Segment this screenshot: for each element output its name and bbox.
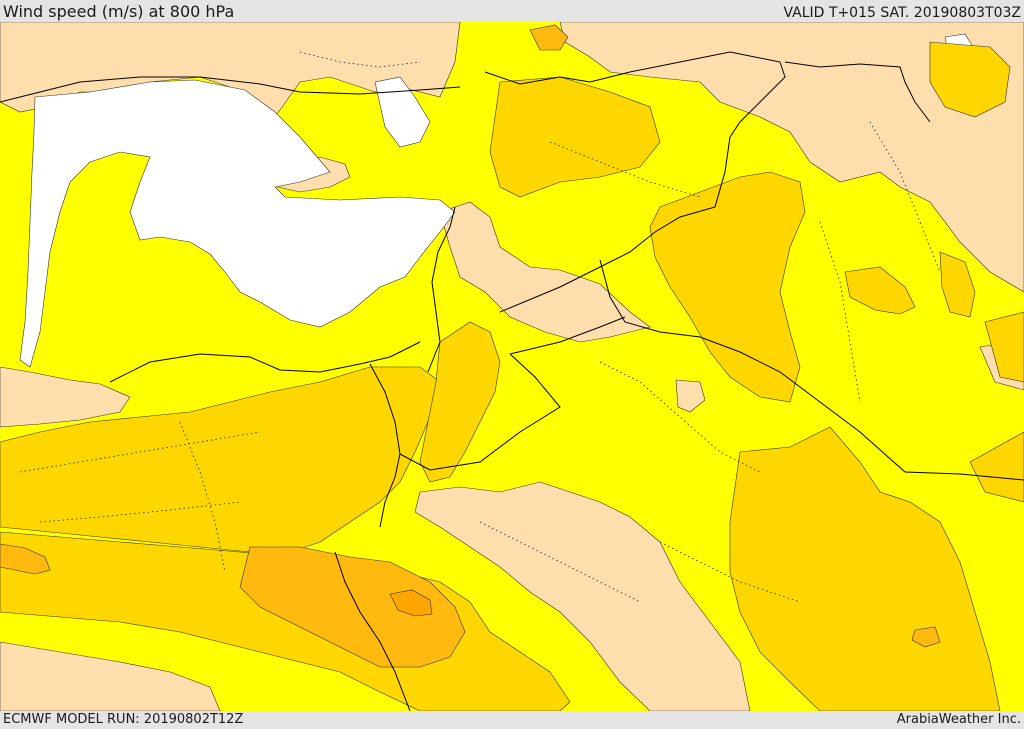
light-zone-northeast [559,22,1024,293]
map-canvas [0,22,1024,711]
province-line-7 [479,521,641,603]
border-jordan-iraq [599,259,906,473]
fresh-zone-gulf [984,311,1024,383]
border-levant-coast [427,206,456,373]
fresh-zone-iran-west [939,251,976,318]
border-egypt-israel [369,363,401,528]
fresh-zone-iraq-west [649,171,806,403]
border-turkey-syria [484,51,786,138]
fresh-zone-east-edge [969,431,1024,503]
border-jordan-south [399,353,561,471]
province-line-1 [19,431,261,473]
strong-zone-west-edge [0,543,51,575]
border-saudi-iraq [904,471,1024,481]
strong-zone-red-sea [239,546,466,668]
calm-zone-north-patch [374,76,431,148]
footer-bar [0,711,1024,729]
border-jordan-saudi [509,316,626,355]
model-run-label: ECMWF MODEL RUN: 20190802T12Z [3,712,244,727]
strong-wind-zones [0,24,941,668]
stronger-zone-red-sea-core [389,589,433,617]
fresh-wind-zones [0,41,1024,711]
map-title: Wind speed (m/s) at 800 hPa [3,2,235,21]
header-bar: Wind speed (m/s) at 800 hPa VALID T+015 … [0,0,1024,22]
province-line-2 [39,501,241,523]
light-zone-jordan-patch [675,379,706,413]
light-zone-lower-left [0,641,221,711]
province-line-9 [179,421,226,573]
border-syria-iraq [499,136,731,313]
fresh-zone-egypt-north [0,366,441,553]
light-zone-levant [439,201,651,343]
province-line-5 [819,221,861,403]
fresh-zone-jordan-rift [419,321,501,483]
strong-zone-turkey-north [529,24,569,51]
fresh-zone-northeast [929,41,1011,118]
calm-zone-mediterranean [19,79,456,368]
coastline-egypt [109,341,421,383]
light-zone-saudi [414,481,751,711]
strong-zone-saudi-east [911,626,941,648]
coastline-turkey-south [0,76,461,103]
fresh-zone-turkey-southeast [489,76,661,198]
border-egypt-sudan [334,551,411,711]
credit-label: ArabiaWeather Inc. [896,712,1021,727]
light-wind-zones [0,22,1024,711]
fresh-zone-iraq-east [844,266,916,315]
light-zone-libya-coast [0,366,131,428]
valid-time-label: VALID T+015 SAT. 20190803T03Z [783,5,1021,21]
province-boundaries [19,51,941,603]
wind-speed-map [0,22,1024,711]
border-turkey-iran [784,61,931,123]
country-boundaries [0,51,1024,711]
